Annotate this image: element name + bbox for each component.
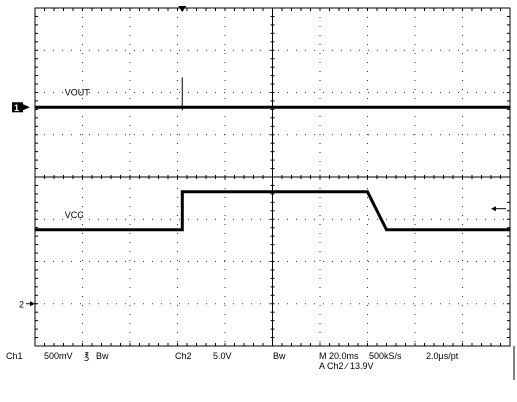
- ch1-marker-arrow: [23, 104, 30, 111]
- timebase-readout: M 20.0ms: [319, 351, 359, 361]
- graticule-grid: [34, 7, 511, 347]
- trace-labels: VOUT VCC: [65, 87, 91, 220]
- trigger-position-marker: [178, 6, 187, 12]
- ch2-bandwidth-limit: Bw: [273, 351, 286, 361]
- record-interval-readout: 2.0μs/pt: [426, 351, 459, 361]
- trigger-level-arrow: [491, 206, 496, 212]
- sample-rate-readout: 500kS/s: [369, 351, 402, 361]
- ch2-label: Ch2: [175, 351, 192, 361]
- ch1-coupling-icon: ℥: [84, 351, 90, 361]
- ch1-label: Ch1: [6, 351, 23, 361]
- ch1-marker-badge: [12, 102, 23, 113]
- markers: 12: [12, 6, 515, 380]
- ch2-marker-label: 2: [19, 299, 24, 309]
- trace-label-vout: VOUT: [65, 87, 91, 97]
- ch2-marker-arrow: [30, 301, 35, 307]
- trigger-readout: A Ch2 ∕ 13.9V: [319, 361, 374, 371]
- ch1-scale: 500mV: [44, 351, 73, 361]
- ch2-scale: 5.0V: [213, 351, 232, 361]
- ch1-marker-label: 1: [14, 103, 19, 113]
- trace-label-vcc: VCC: [65, 210, 85, 220]
- traces: [35, 77, 510, 232]
- ch1-bandwidth-limit: Bw: [96, 351, 109, 361]
- trace-vcc: [35, 190, 510, 232]
